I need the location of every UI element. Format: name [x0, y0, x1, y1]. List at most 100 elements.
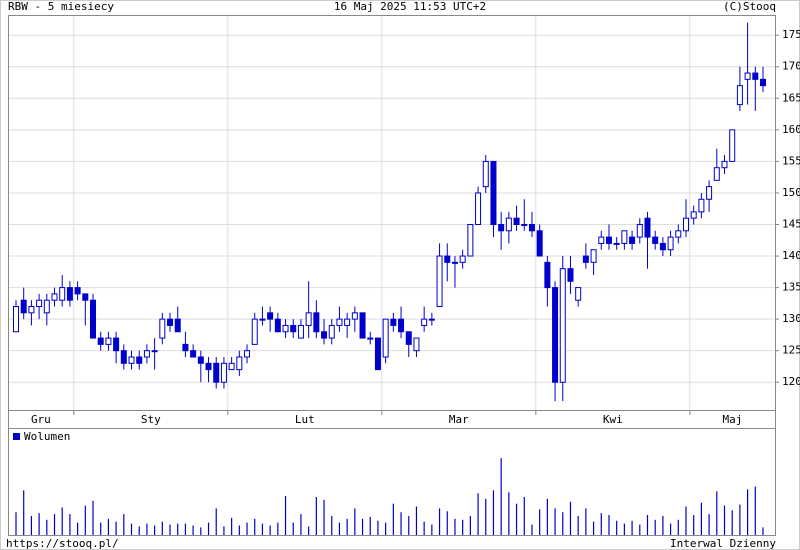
candle-body	[359, 312, 366, 339]
candle-body	[398, 318, 405, 333]
candle-body	[28, 306, 35, 314]
candle-body	[567, 268, 574, 282]
source: (C)Stooq	[723, 0, 776, 13]
candle-body	[444, 255, 451, 263]
candle-body	[552, 287, 559, 383]
y-tick-label: 150	[782, 186, 800, 199]
candle-body	[721, 160, 728, 169]
candle-body	[382, 318, 389, 358]
candle-body	[267, 312, 274, 320]
candle-body	[467, 223, 474, 257]
candle-body	[498, 223, 505, 232]
y-tick-label: 155	[782, 154, 800, 167]
candle-body	[698, 198, 705, 213]
candle-body	[305, 312, 312, 326]
candle-body	[328, 324, 335, 339]
y-tick-label: 165	[782, 91, 800, 104]
candle-body	[344, 318, 351, 326]
candle-body	[66, 287, 73, 301]
subtitle: 16 Maj 2025 11:53 UTC+2	[334, 0, 486, 13]
candle-body	[713, 167, 720, 181]
y-tick-label: 140	[782, 249, 800, 262]
candle-body	[752, 72, 759, 80]
candle-body	[736, 85, 743, 106]
legend-swatch	[13, 433, 20, 440]
candle-body	[598, 236, 605, 244]
candle-body	[336, 318, 343, 326]
candle-body	[544, 261, 551, 289]
candle-body	[428, 318, 435, 321]
candle-body	[413, 337, 420, 352]
y-tick-label: 130	[782, 312, 800, 325]
candle-body	[659, 242, 666, 251]
candle-body	[644, 217, 651, 238]
candle-body	[321, 331, 328, 339]
candle-body	[313, 312, 320, 333]
candle-body	[159, 318, 166, 339]
candle-body	[74, 287, 81, 295]
y-tick-label: 170	[782, 60, 800, 73]
candle-body	[282, 324, 289, 333]
candle-body	[151, 350, 158, 353]
candle-body	[575, 287, 582, 301]
candle-body	[297, 324, 304, 339]
candle-body	[51, 293, 58, 301]
candle-body	[174, 318, 181, 333]
candle-body	[652, 236, 659, 244]
candle-body	[521, 223, 528, 226]
candle-body	[251, 318, 258, 345]
candle-body	[405, 331, 412, 345]
candle-body	[706, 186, 713, 200]
y-tick-label: 175	[782, 28, 800, 41]
candle-body	[13, 306, 19, 333]
candle-body	[290, 324, 297, 333]
candle-body	[528, 223, 535, 232]
candle-body	[143, 350, 150, 358]
candle-body	[613, 242, 620, 245]
volume-panel	[8, 428, 776, 536]
y-tick-label: 160	[782, 123, 800, 136]
candle-body	[559, 268, 566, 383]
candle-body	[351, 312, 358, 320]
candle-body	[190, 350, 197, 358]
candle-body	[136, 356, 143, 364]
candle-body	[205, 362, 212, 371]
chart-title: RBW - 5 miesiecy	[8, 0, 114, 13]
candle-body	[20, 299, 27, 314]
candle-body	[367, 337, 374, 340]
candle-body	[244, 350, 251, 358]
candle-body	[475, 192, 482, 225]
candle-body	[682, 217, 689, 232]
candle-body	[97, 337, 104, 345]
month-label: Maj	[722, 413, 742, 426]
candle-body	[105, 337, 112, 345]
candle-body	[36, 299, 43, 308]
y-tick-label: 145	[782, 217, 800, 230]
candle-body	[59, 287, 66, 301]
candle-body	[459, 255, 466, 263]
month-label: Gru	[31, 413, 51, 426]
footer-right: Interwal Dzienny	[670, 537, 776, 550]
candle-body	[274, 318, 281, 333]
legend-label: Wolumen	[24, 430, 70, 443]
candle-body	[259, 318, 266, 321]
candle-body	[636, 223, 643, 238]
candle-body	[513, 217, 520, 225]
candle-body	[213, 362, 220, 383]
candle-body	[128, 356, 135, 364]
candle-body	[374, 337, 381, 371]
y-tick-label: 120	[782, 375, 800, 388]
y-tick-label: 125	[782, 344, 800, 357]
candle-body	[505, 217, 512, 232]
candle-body	[421, 318, 428, 326]
month-label: Sty	[141, 413, 161, 426]
candle-body	[760, 78, 766, 87]
candle-body	[451, 261, 458, 264]
candle-body	[675, 230, 682, 238]
y-tick-label: 135	[782, 281, 800, 294]
candle-body	[621, 230, 628, 244]
candle-body	[690, 211, 697, 219]
